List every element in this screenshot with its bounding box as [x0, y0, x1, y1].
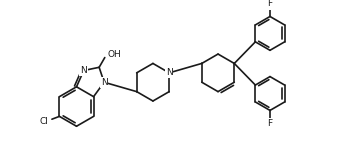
- Text: N: N: [101, 78, 108, 87]
- Text: F: F: [267, 119, 273, 128]
- Text: N: N: [80, 66, 87, 75]
- Text: F: F: [267, 0, 273, 8]
- Text: Cl: Cl: [39, 117, 48, 126]
- Text: OH: OH: [108, 50, 121, 59]
- Text: N: N: [166, 68, 172, 77]
- Text: N: N: [166, 68, 172, 77]
